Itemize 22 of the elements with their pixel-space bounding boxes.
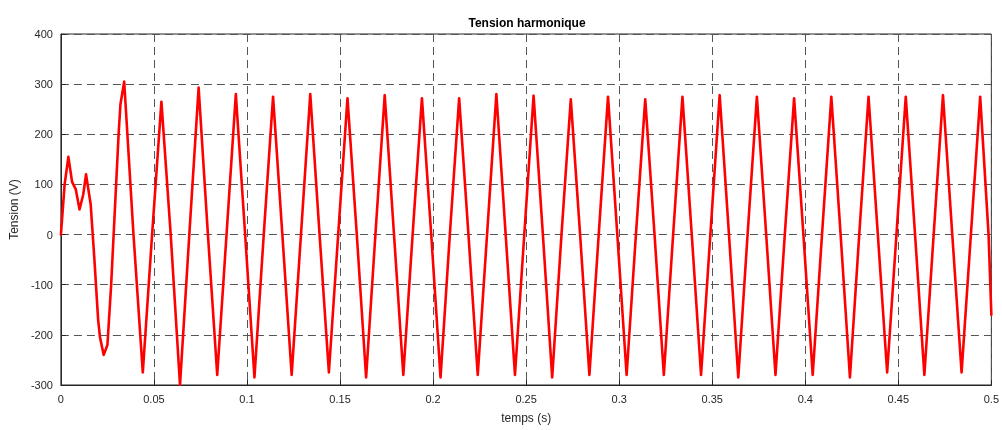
x-tick-label: 0.35	[701, 392, 723, 405]
x-tick-label: 0.45	[887, 392, 910, 405]
x-axis-title: temps (s)	[501, 411, 552, 425]
y-tick-label: 0	[46, 228, 53, 241]
y-tick-label: 100	[34, 178, 53, 191]
y-tick-label: -100	[30, 278, 53, 291]
x-tick-label: 0.05	[143, 392, 165, 405]
x-tick-label: 0.3	[611, 392, 627, 405]
y-axis-title: Tension (V)	[7, 179, 21, 240]
x-tick-label: 0.5	[983, 392, 999, 405]
y-tick-label: -200	[30, 328, 53, 341]
x-tick-label: 0.25	[515, 392, 537, 405]
chart-title: Tension harmonique	[468, 16, 586, 30]
x-tick-label: 0.15	[329, 392, 351, 405]
y-tick-label: 300	[34, 78, 53, 91]
x-tick-label: 0.2	[425, 392, 441, 405]
y-tick-label: -300	[30, 379, 53, 391]
x-tick-label: 0	[57, 392, 64, 405]
y-tick-label: 400	[34, 28, 53, 40]
x-tick-label: 0.4	[797, 392, 813, 405]
x-tick-label: 0.1	[239, 392, 255, 405]
y-tick-label: 200	[34, 128, 53, 141]
